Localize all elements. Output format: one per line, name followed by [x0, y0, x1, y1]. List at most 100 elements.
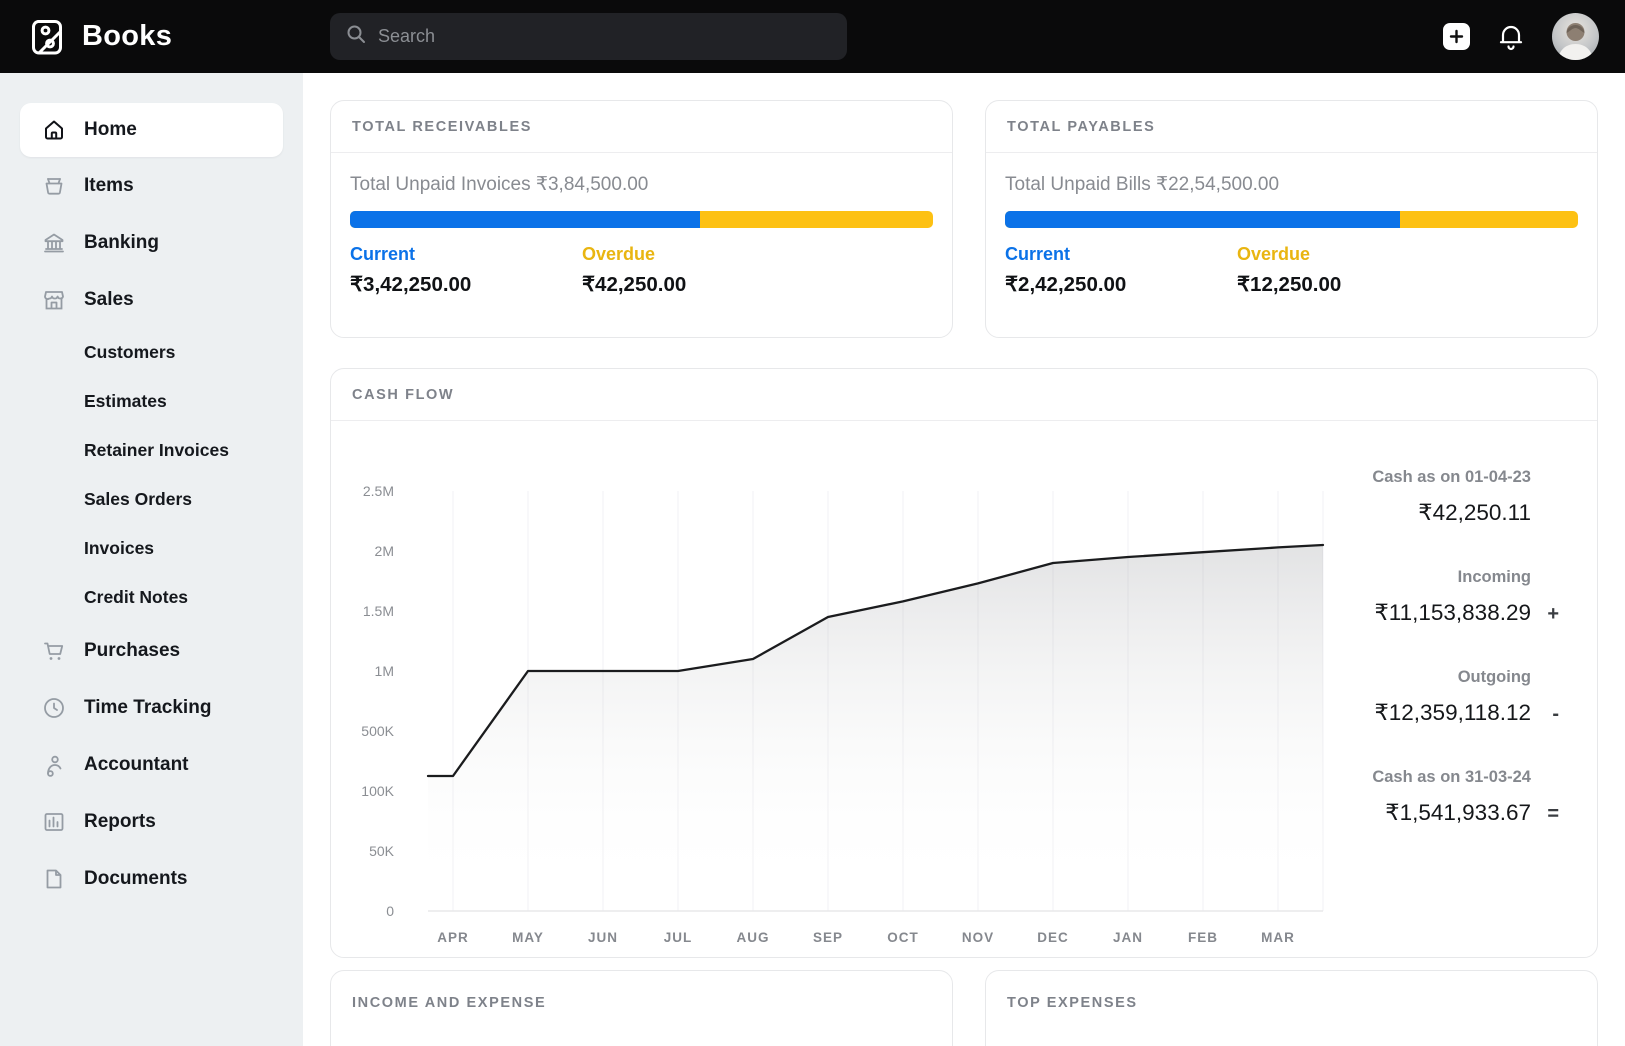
sidebar-item-home[interactable]: Home — [20, 103, 283, 157]
sidebar: Home Items Banking Sales Customers Estimates R… — [0, 73, 303, 1046]
stat-value: ₹42,250.11 — [1418, 500, 1531, 525]
sidebar-item-reports[interactable]: Reports — [20, 793, 283, 850]
cash-area — [428, 545, 1323, 911]
document-icon — [42, 867, 66, 891]
card-body: Total Unpaid Bills ₹22,54,500.00 Current… — [986, 153, 1597, 297]
payables-progress-bar — [1005, 211, 1578, 228]
x-axis-label: NOV — [962, 930, 994, 945]
sidebar-subitem-estimates[interactable]: Estimates — [84, 391, 167, 411]
search-icon — [346, 24, 366, 49]
income-expense-title: INCOME AND EXPENSE — [352, 995, 547, 1011]
card-header: TOTAL RECEIVABLES — [331, 101, 952, 153]
sidebar-item-documents[interactable]: Documents — [20, 850, 283, 907]
x-axis-label: OCT — [887, 930, 919, 945]
sidebar-item-label: Reports — [84, 810, 156, 832]
overdue-amount: ₹42,250.00 — [582, 273, 687, 296]
sidebar-subitem-credit-notes[interactable]: Credit Notes — [84, 587, 189, 607]
total-unpaid-bills: Total Unpaid Bills ₹22,54,500.00 — [1005, 173, 1578, 196]
overdue-amount: ₹12,250.00 — [1237, 273, 1342, 296]
brand[interactable]: Books — [26, 0, 172, 73]
stat-value: ₹12,359,118.12 — [1374, 700, 1531, 725]
current-amount: ₹2,42,250.00 — [1005, 273, 1127, 296]
card-header: TOTAL PAYABLES — [986, 101, 1597, 153]
main-content: TOTAL RECEIVABLES Total Unpaid Invoices … — [303, 73, 1625, 1046]
total-unpaid-invoices: Total Unpaid Invoices ₹3,84,500.00 — [350, 173, 933, 196]
store-icon — [42, 288, 66, 312]
y-axis-label: 500K — [361, 723, 394, 739]
top-expenses-title: TOP EXPENSES — [1007, 995, 1138, 1011]
y-axis-label: 2.5M — [363, 483, 394, 499]
cash-flow-card: 2.5M 2M 1.5M 1M 500K 100K 50K 0 APR MAY JUN JUL AUG S… — [330, 368, 1598, 958]
stat-sign: = — [1547, 803, 1559, 825]
stat-label: Outgoing — [1457, 668, 1531, 686]
basket-icon — [42, 174, 66, 198]
notifications-bell-icon[interactable] — [1498, 23, 1524, 51]
sidebar-item-label: Banking — [84, 231, 159, 253]
books-logo-icon — [26, 16, 68, 58]
x-axis-label: SEP — [813, 930, 843, 945]
x-axis-label: JUL — [664, 930, 693, 945]
sidebar-item-items[interactable]: Items — [20, 157, 283, 214]
stat-label: Cash as on 31-03-24 — [1372, 768, 1531, 786]
cash-flow-stat: Outgoing ₹12,359,118.12- — [1229, 665, 1559, 729]
y-axis-label: 2M — [375, 543, 394, 559]
sidebar-item-label: Purchases — [84, 639, 181, 661]
income-and-expense-card: INCOME AND EXPENSE — [330, 970, 953, 1046]
cart-icon — [42, 639, 66, 663]
payables-current-fill — [1005, 211, 1401, 228]
x-axis-label: AUG — [737, 930, 770, 945]
current-label: Current — [350, 244, 416, 264]
y-axis-label: 50K — [369, 843, 395, 859]
card-header: TOP EXPENSES — [986, 971, 1597, 1046]
x-axis-label: DEC — [1037, 930, 1069, 945]
sidebar-item-label: Time Tracking — [84, 696, 212, 718]
cash-flow-chart: 2.5M 2M 1.5M 1M 500K 100K 50K 0 APR MAY JUN JUL AUG S… — [361, 483, 1325, 945]
sidebar-subitem-invoices[interactable]: Invoices — [84, 538, 155, 558]
cash-flow-stat: Cash as on 31-03-24 ₹1,541,933.67 = — [1229, 765, 1559, 829]
unpaid-label: Total Unpaid Bills — [1005, 174, 1151, 195]
cash-flow-stats: Cash as on 01-04-23 ₹42,250.11 Incoming ₹11… — [1229, 465, 1559, 829]
y-axis-labels: 2.5M 2M 1.5M 1M 500K 100K 50K 0 — [361, 483, 394, 919]
card-header: CASH FLOW — [331, 369, 1597, 421]
add-new-button[interactable] — [1443, 23, 1470, 50]
x-axis-labels: APR MAY JUN JUL AUG SEP OCT NOV DEC JAN FEB MAR — [437, 930, 1294, 945]
sidebar-item-purchases[interactable]: Purchases — [20, 622, 283, 679]
y-axis-label: 1.5M — [363, 603, 394, 619]
sidebar-subitem-sales-orders[interactable]: Sales Orders — [84, 489, 192, 509]
x-axis-label: JAN — [1113, 930, 1143, 945]
payables-legend: Current ₹2,42,250.00 Overdue ₹12,250.00 — [1005, 244, 1578, 297]
bank-icon — [42, 231, 66, 255]
stat-label: Cash as on 01-04-23 — [1372, 468, 1531, 486]
user-avatar[interactable] — [1552, 13, 1599, 60]
sidebar-subitem-retainer-invoices[interactable]: Retainer Invoices — [84, 440, 229, 460]
receivables-legend: Current ₹3,42,250.00 Overdue ₹42,250.00 — [350, 244, 933, 297]
x-axis-label: FEB — [1188, 930, 1218, 945]
receivables-current-fill — [350, 211, 700, 228]
card-header: INCOME AND EXPENSE — [331, 971, 952, 1046]
sidebar-item-time-tracking[interactable]: Time Tracking — [20, 679, 283, 736]
stat-value: ₹11,153,838.29 — [1374, 600, 1531, 625]
cash-line — [426, 543, 1325, 778]
receivables-progress-bar — [350, 211, 933, 228]
topbar-actions — [1443, 0, 1599, 73]
topbar: Books — [0, 0, 1625, 73]
sidebar-item-sales[interactable]: Sales — [20, 271, 283, 328]
bar-chart-icon — [42, 810, 66, 834]
home-icon — [42, 118, 66, 142]
search-input[interactable] — [378, 26, 831, 47]
search-bar[interactable] — [330, 13, 847, 60]
sidebar-item-accountant[interactable]: Accountant — [20, 736, 283, 793]
y-axis-label: 100K — [361, 783, 394, 799]
stat-label: Incoming — [1457, 568, 1531, 586]
stat-sign: + — [1547, 603, 1559, 625]
overdue-label: Overdue — [1237, 244, 1311, 264]
y-axis-label: 1M — [375, 663, 394, 679]
sidebar-item-banking[interactable]: Banking — [20, 214, 283, 271]
card-body: Total Unpaid Invoices ₹3,84,500.00 Curre… — [331, 153, 952, 297]
total-payables-card: TOTAL PAYABLES Total Unpaid Bills ₹22,54… — [985, 100, 1598, 338]
cash-flow-title: CASH FLOW — [352, 386, 455, 403]
app-title: Books — [82, 20, 173, 52]
x-axis-label: APR — [437, 930, 469, 945]
sidebar-subitem-customers[interactable]: Customers — [84, 342, 176, 362]
